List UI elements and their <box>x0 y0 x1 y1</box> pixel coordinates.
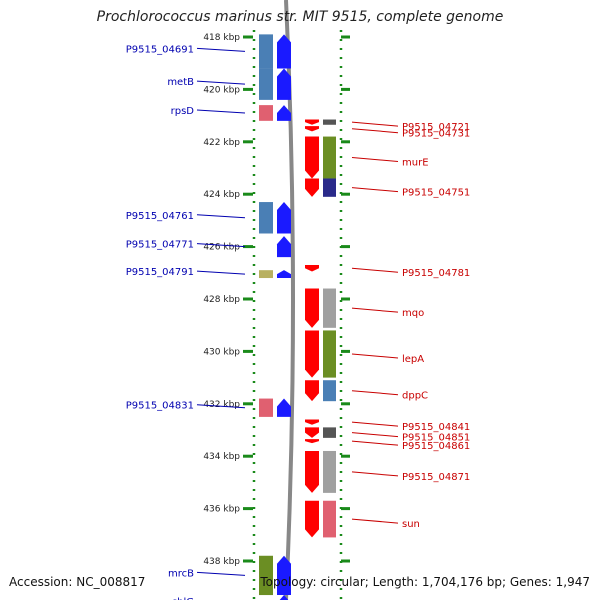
gene-cog-bar <box>259 202 273 234</box>
accession-text: Accession: NC_008817 <box>9 575 146 589</box>
gene-arrow[interactable] <box>305 119 319 125</box>
gene-arrow[interactable] <box>305 264 319 272</box>
gene-leader-line <box>351 440 399 446</box>
ruler-tick-label: 434 kbp <box>203 452 240 462</box>
gene-cog-bar <box>323 500 336 538</box>
gene-arrow[interactable] <box>305 427 319 438</box>
gene-arrow[interactable] <box>305 330 319 378</box>
gene-leader-line <box>196 571 246 576</box>
gene-cog-bar <box>323 380 336 402</box>
gene-label[interactable]: P9515_04771 <box>126 240 194 251</box>
gene-cog-bar <box>323 330 336 378</box>
gene-leader-line <box>351 128 399 134</box>
gene-leader-line <box>196 47 246 52</box>
gene-cog-bar <box>323 427 336 438</box>
gene-label[interactable]: P9515_04871 <box>402 472 470 483</box>
ruler-tick-label: 436 kbp <box>203 505 240 515</box>
gene-cog-bar <box>259 398 273 417</box>
gene-label[interactable]: P9515_04751 <box>402 188 470 199</box>
gene-cog-bar <box>259 68 273 100</box>
gene-arrow[interactable] <box>305 288 319 328</box>
kbp-ruler: 418 kbp 420 kbp 422 kbp 424 kbp 426 kbp 428 k… <box>203 30 350 600</box>
gene-label[interactable]: mqo <box>402 308 424 319</box>
ruler-tick-label: 426 kbp <box>203 243 240 253</box>
gene-leader-line <box>196 80 246 85</box>
gene-label[interactable]: P9515_04781 <box>402 268 470 279</box>
gene-label[interactable]: mrcB <box>168 568 194 579</box>
gene-leader-line <box>196 270 246 275</box>
gene-label[interactable]: P9515_04721 <box>402 122 470 133</box>
gene-cog-bar <box>259 105 273 121</box>
gene-arrow[interactable] <box>277 68 291 100</box>
ruler-tick-label: 420 kbp <box>203 85 240 95</box>
ruler-tick-label: 422 kbp <box>203 138 240 148</box>
gene-label[interactable]: P9515_04761 <box>126 211 194 222</box>
gene-label[interactable]: murE <box>402 158 429 169</box>
ruler-tick-label: 418 kbp <box>203 33 240 43</box>
map-title: Prochlorococcus marinus str. MIT 9515, c… <box>96 9 504 25</box>
gene-cog-bar <box>259 34 273 69</box>
gene-label[interactable]: dppC <box>402 391 428 402</box>
gene-leader-line <box>351 267 399 273</box>
ruler-tick-label: 428 kbp <box>203 295 240 305</box>
gene-leader-line <box>196 109 246 114</box>
gene-leader-line <box>351 432 399 438</box>
gene-arrow[interactable] <box>277 105 291 121</box>
gene-arrow[interactable] <box>305 126 319 132</box>
gene-arrow[interactable] <box>277 595 291 600</box>
gene-leader-line <box>351 518 399 524</box>
gene-arrow[interactable] <box>277 202 291 234</box>
gene-cog-bar <box>323 450 336 493</box>
gene-leader-line <box>196 214 246 219</box>
gene-cog-bar <box>259 555 273 596</box>
gene-label[interactable]: metB <box>167 77 194 88</box>
gene-label[interactable]: sun <box>402 519 420 530</box>
gene-arrow[interactable] <box>305 419 319 425</box>
gene-leader-line <box>351 353 399 359</box>
gene-label[interactable]: rpsD <box>171 106 195 117</box>
gene-label[interactable]: P9515_04791 <box>126 267 194 278</box>
gene-cog-bar <box>323 136 336 179</box>
gene-leader-line <box>351 157 399 163</box>
gene-leader-line <box>351 187 399 193</box>
gene-label[interactable]: lepA <box>402 354 424 365</box>
gene-arrow[interactable] <box>277 270 291 279</box>
gene-arrow[interactable] <box>305 178 319 197</box>
gene-leader-line <box>351 307 399 313</box>
gene-cog-bar <box>323 178 336 197</box>
gene-leader-line <box>351 421 399 427</box>
ruler-tick-label: 438 kbp <box>203 557 240 567</box>
gene-label[interactable]: P9515_04841 <box>402 422 470 433</box>
gene-arrow[interactable] <box>305 439 319 444</box>
gene-arrow[interactable] <box>305 450 319 493</box>
gene-label[interactable]: chlG <box>172 597 194 600</box>
topology-text: Topology: circular; Length: 1,704,176 bp… <box>260 575 590 589</box>
gene-arrow[interactable] <box>305 500 319 538</box>
gene-label[interactable]: P9515_04861 <box>402 441 470 452</box>
forward-strand-genes: P9515_04691 metB rpsD P9515_04761 P9515_0477… <box>126 34 291 600</box>
ruler-tick-label: 432 kbp <box>203 400 240 410</box>
ruler-tick-label: 424 kbp <box>203 190 240 200</box>
gene-arrow[interactable] <box>305 380 319 402</box>
gene-leader-line <box>351 390 399 396</box>
gene-leader-line <box>351 121 399 127</box>
gene-cog-bar <box>323 119 336 125</box>
gene-label[interactable]: P9515_04691 <box>126 44 194 55</box>
gene-leader-line <box>196 404 246 409</box>
gene-leader-line <box>196 243 246 248</box>
gene-arrow[interactable] <box>277 236 291 258</box>
ruler-tick-label: 430 kbp <box>203 347 240 357</box>
gene-arrow[interactable] <box>277 398 291 417</box>
gene-label[interactable]: P9515_04851 <box>402 433 470 444</box>
gene-cog-bar <box>259 270 273 279</box>
gene-label[interactable]: P9515_04731 <box>402 129 470 140</box>
gene-label[interactable]: P9515_04831 <box>126 401 194 412</box>
gene-cog-bar <box>323 288 336 328</box>
gene-arrow[interactable] <box>305 136 319 179</box>
gene-arrow[interactable] <box>277 555 291 596</box>
gene-leader-line <box>351 471 399 477</box>
gene-arrow[interactable] <box>277 34 291 69</box>
